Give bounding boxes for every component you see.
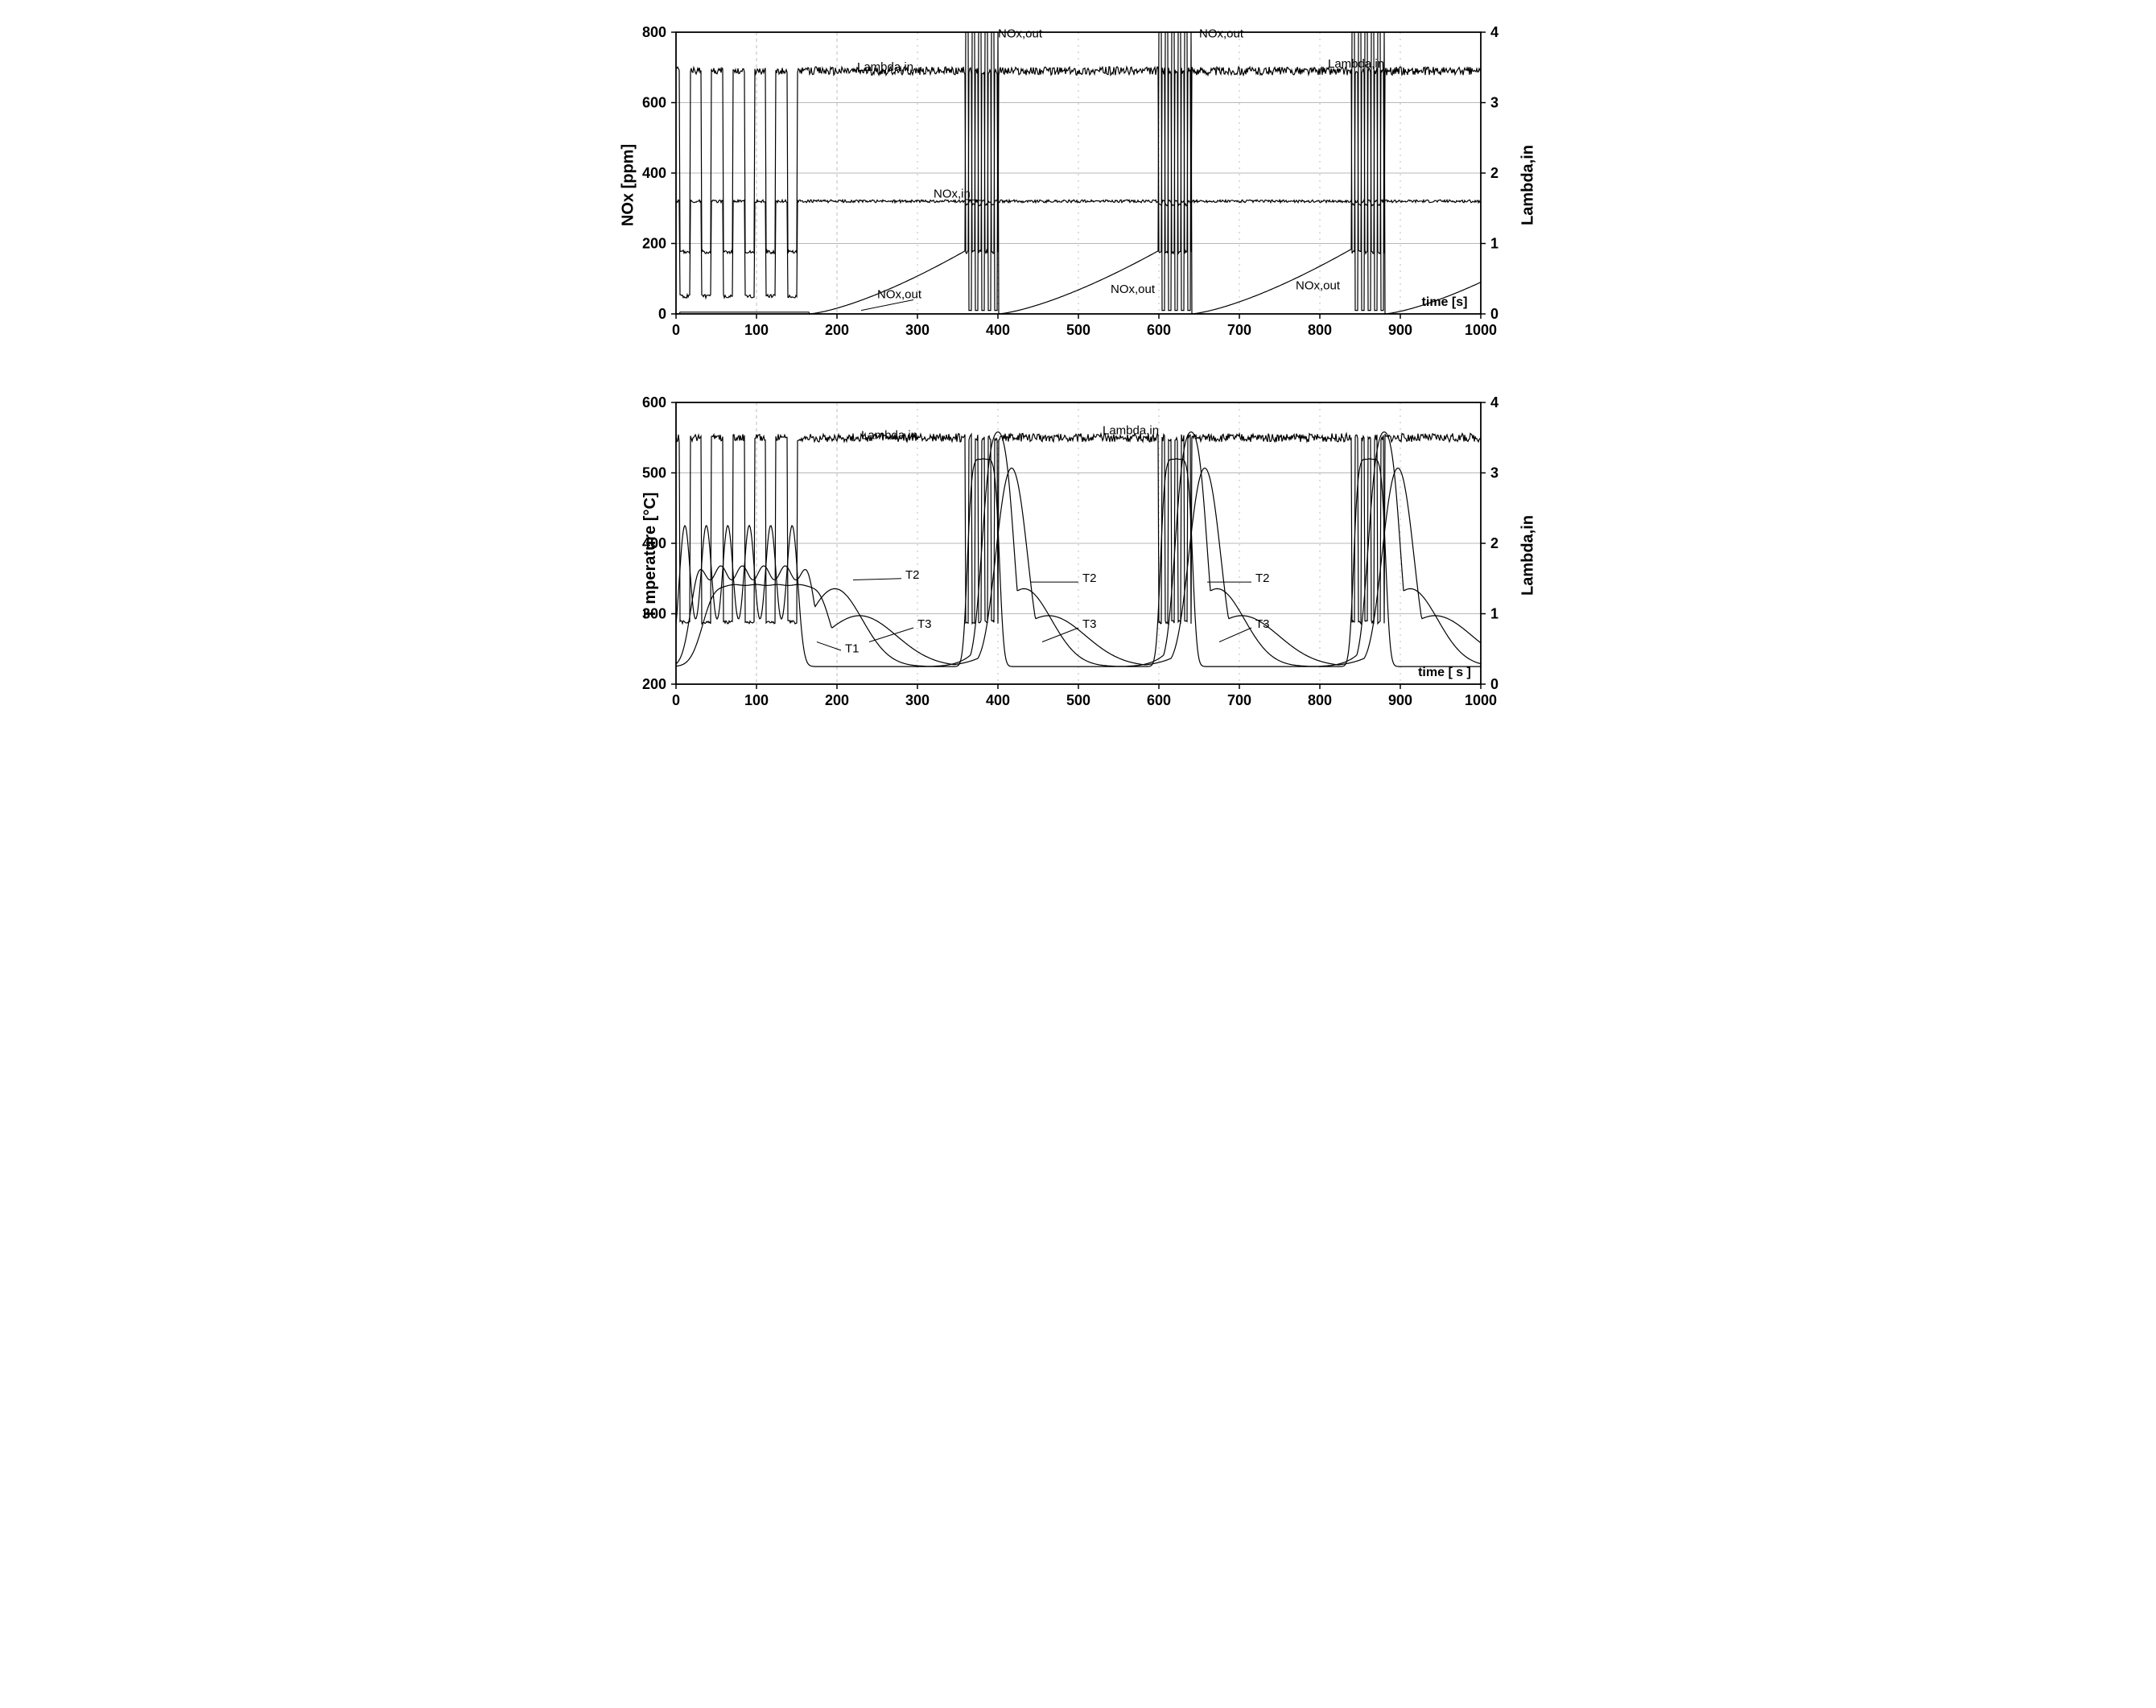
svg-text:500: 500 xyxy=(1066,692,1090,708)
chart1-yleft-label: NOx [ppm] xyxy=(619,144,637,226)
svg-text:600: 600 xyxy=(641,394,666,410)
svg-text:600: 600 xyxy=(1146,692,1170,708)
svg-text:500: 500 xyxy=(1066,322,1090,338)
chart2-yleft-label: T mperature [°C] xyxy=(641,493,659,619)
svg-text:500: 500 xyxy=(641,465,666,481)
svg-text:200: 200 xyxy=(824,692,848,708)
svg-text:0: 0 xyxy=(671,322,679,338)
svg-text:300: 300 xyxy=(905,692,929,708)
annotation-lambda_in_2: Lambda,in xyxy=(1103,423,1159,437)
annotation-nox_out_main: NOx,out xyxy=(877,287,922,301)
svg-text:300: 300 xyxy=(905,322,929,338)
svg-text:200: 200 xyxy=(824,322,848,338)
svg-text:400: 400 xyxy=(641,165,666,181)
annotation-nox_out_mid: NOx,out xyxy=(1111,283,1156,296)
svg-text:400: 400 xyxy=(985,322,1009,338)
chart1-yright-label: Lambda,in xyxy=(1519,145,1538,225)
chart2-yright-label: Lambda,in xyxy=(1519,515,1538,596)
svg-text:700: 700 xyxy=(1226,692,1251,708)
svg-text:800: 800 xyxy=(641,24,666,40)
temperature-chart: T mperature [°C] Lambda,in 0 100 200 300 400… xyxy=(596,386,1561,724)
svg-text:4: 4 xyxy=(1490,24,1498,40)
svg-text:600: 600 xyxy=(641,95,666,111)
svg-text:600: 600 xyxy=(1146,322,1170,338)
svg-text:0: 0 xyxy=(671,692,679,708)
time-axis-label: time [ s ] xyxy=(1418,666,1471,679)
annotation-lambda_in_1: Lambda,in xyxy=(857,60,913,74)
annotation-T3_b: T3 xyxy=(1082,617,1097,631)
svg-text:1: 1 xyxy=(1490,236,1498,252)
svg-text:4: 4 xyxy=(1490,394,1498,410)
annotation-T1: T1 xyxy=(845,642,860,656)
svg-text:2: 2 xyxy=(1490,165,1498,181)
annotation-nox_out_top1: NOx,out xyxy=(998,27,1043,41)
svg-text:1000: 1000 xyxy=(1464,692,1496,708)
svg-text:1000: 1000 xyxy=(1464,322,1496,338)
svg-text:700: 700 xyxy=(1226,322,1251,338)
svg-text:900: 900 xyxy=(1387,322,1412,338)
svg-text:800: 800 xyxy=(1307,322,1331,338)
time-axis-label: time [s] xyxy=(1421,295,1467,309)
svg-text:3: 3 xyxy=(1490,465,1498,481)
annotation-T3_a: T3 xyxy=(917,617,932,631)
annotation-T2_b: T2 xyxy=(1082,571,1097,585)
annotation-nox_out_top2: NOx,out xyxy=(1199,27,1244,41)
svg-text:400: 400 xyxy=(985,692,1009,708)
svg-text:200: 200 xyxy=(641,236,666,252)
annotation-T2_a: T2 xyxy=(905,568,920,582)
annotation-lambda_in: Lambda,in xyxy=(861,429,917,443)
svg-text:0: 0 xyxy=(1490,676,1498,692)
svg-text:100: 100 xyxy=(744,692,768,708)
annotation-nox_in: NOx,in xyxy=(934,188,971,201)
svg-text:0: 0 xyxy=(1490,306,1498,322)
svg-text:800: 800 xyxy=(1307,692,1331,708)
nox-chart: NOx [ppm] Lambda,in 01002003004005006007… xyxy=(596,16,1561,354)
svg-text:200: 200 xyxy=(641,676,666,692)
svg-text:0: 0 xyxy=(658,306,666,322)
annotation-lambda_in_2: Lambda,in xyxy=(1328,57,1384,71)
svg-text:900: 900 xyxy=(1387,692,1412,708)
annotation-nox_out_mid2: NOx,out xyxy=(1296,278,1341,292)
svg-text:2: 2 xyxy=(1490,535,1498,551)
svg-text:1: 1 xyxy=(1490,606,1498,622)
svg-text:100: 100 xyxy=(744,322,768,338)
svg-text:3: 3 xyxy=(1490,95,1498,111)
annotation-T3_c: T3 xyxy=(1255,617,1270,631)
annotation-T2_c: T2 xyxy=(1255,571,1270,585)
